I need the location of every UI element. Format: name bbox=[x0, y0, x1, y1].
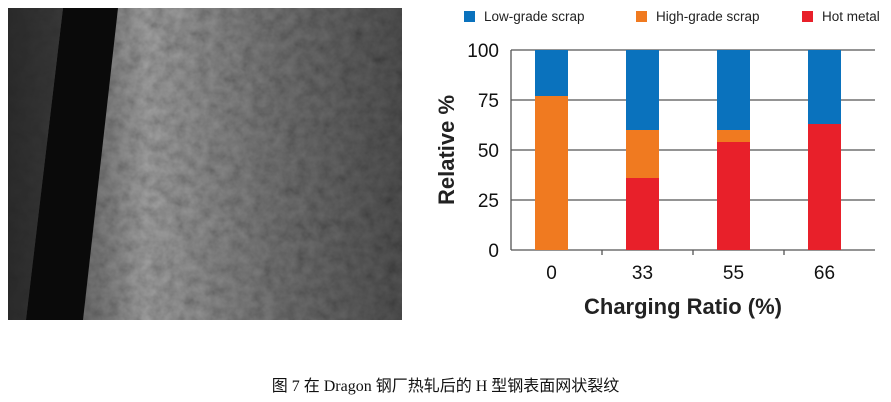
bar-hot-metal bbox=[808, 124, 841, 250]
x-tick-label: 0 bbox=[546, 263, 557, 284]
legend-swatch bbox=[636, 11, 647, 22]
y-axis-label: Relative % bbox=[434, 95, 459, 205]
bar-low-grade-scrap bbox=[717, 50, 750, 130]
bar-high-grade-scrap bbox=[717, 130, 750, 142]
charging-ratio-chart: 0 25 50 75 100 0 33 55 66 Charging Ratio (%) Relat… bbox=[434, 9, 880, 319]
bar-high-grade-scrap bbox=[626, 130, 659, 178]
legend-swatch bbox=[464, 11, 475, 22]
y-tick-label: 75 bbox=[478, 91, 499, 112]
bar-hot-metal bbox=[717, 142, 750, 250]
legend-label: High-grade scrap bbox=[656, 9, 760, 24]
bar-low-grade-scrap bbox=[626, 50, 659, 130]
legend-swatch bbox=[802, 11, 813, 22]
bar-low-grade-scrap bbox=[808, 50, 841, 124]
x-tick-label: 66 bbox=[814, 263, 835, 284]
figure-caption: 图 7 在 Dragon 钢厂热轧后的 H 型钢表面网状裂纹 bbox=[271, 378, 620, 395]
x-axis-label: Charging Ratio (%) bbox=[584, 294, 782, 319]
y-tick-label: 100 bbox=[467, 41, 499, 62]
legend-label: Hot metal bbox=[822, 9, 880, 24]
legend-label: Low-grade scrap bbox=[484, 9, 585, 24]
y-tick-label: 0 bbox=[488, 241, 499, 262]
bar-low-grade-scrap bbox=[535, 50, 568, 96]
x-tick-label: 33 bbox=[632, 263, 653, 284]
bar-high-grade-scrap bbox=[535, 96, 568, 250]
y-tick-label: 50 bbox=[478, 141, 499, 162]
x-tick-label: 55 bbox=[723, 263, 744, 284]
y-tick-label: 25 bbox=[478, 191, 499, 212]
bar-hot-metal bbox=[626, 178, 659, 250]
steel-surface-crack-photo bbox=[8, 8, 402, 320]
